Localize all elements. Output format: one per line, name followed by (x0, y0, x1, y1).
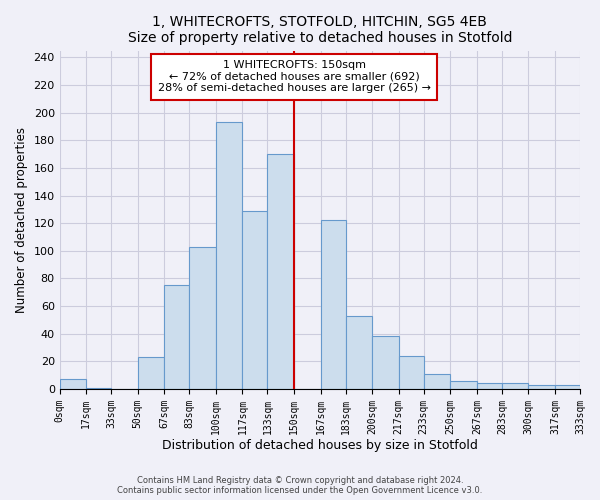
Bar (268, 154, 294, 389)
Title: 1, WHITECROFTS, STOTFOLD, HITCHIN, SG5 4EB
Size of property relative to detached: 1, WHITECROFTS, STOTFOLD, HITCHIN, SG5 4… (128, 15, 512, 45)
Bar (190, 246, 216, 389)
Bar (372, 336, 399, 389)
Text: Contains HM Land Registry data © Crown copyright and database right 2024.
Contai: Contains HM Land Registry data © Crown c… (118, 476, 482, 495)
Bar (502, 384, 529, 389)
Bar (399, 356, 424, 389)
Bar (59, 380, 86, 389)
Bar (555, 385, 580, 389)
Bar (346, 316, 372, 389)
Bar (424, 374, 451, 389)
Bar (138, 357, 164, 389)
Bar (242, 211, 268, 389)
X-axis label: Distribution of detached houses by size in Stotfold: Distribution of detached houses by size … (162, 440, 478, 452)
Bar (86, 388, 111, 389)
Text: 1 WHITECROFTS: 150sqm
← 72% of detached houses are smaller (692)
28% of semi-det: 1 WHITECROFTS: 150sqm ← 72% of detached … (158, 60, 431, 94)
Bar (164, 286, 190, 389)
Y-axis label: Number of detached properties: Number of detached properties (15, 127, 28, 313)
Bar (477, 384, 502, 389)
Bar (216, 122, 242, 389)
Bar (529, 385, 555, 389)
Bar (320, 220, 346, 389)
Bar (451, 380, 477, 389)
